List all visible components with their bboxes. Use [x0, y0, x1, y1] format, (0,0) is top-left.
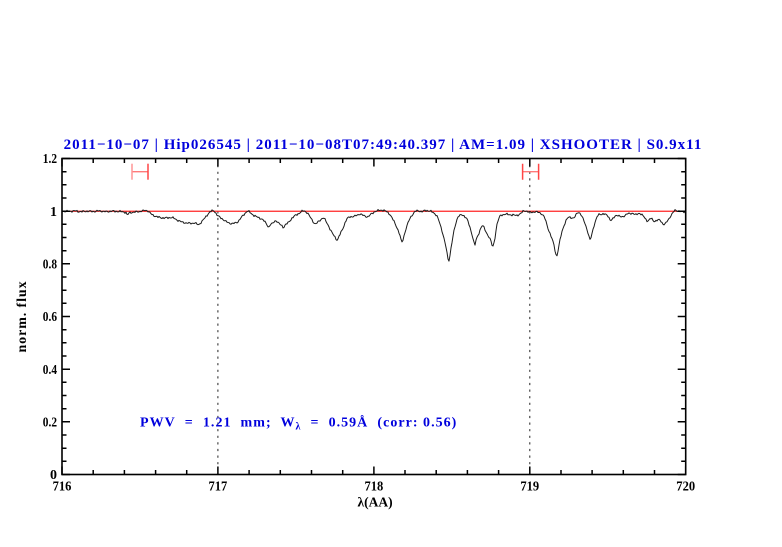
svg-text:0: 0	[50, 468, 57, 483]
svg-text:716: 716	[53, 480, 72, 495]
svg-text:0.4: 0.4	[43, 363, 57, 378]
svg-text:0.2: 0.2	[43, 416, 57, 431]
svg-text:norm. flux: norm. flux	[15, 281, 30, 353]
svg-text:1.2: 1.2	[43, 152, 57, 167]
svg-text:717: 717	[209, 480, 228, 495]
svg-text:720: 720	[676, 480, 695, 495]
svg-text:2011−10−07 | Hip026545 | 2011−: 2011−10−07 | Hip026545 | 2011−10−08T07:4…	[64, 137, 703, 153]
svg-text:719: 719	[520, 480, 539, 495]
svg-text:0.8: 0.8	[43, 258, 57, 273]
svg-text:λ(AA): λ(AA)	[357, 495, 392, 510]
svg-text:718: 718	[365, 480, 384, 495]
svg-text:0.6: 0.6	[43, 310, 57, 325]
svg-text:1: 1	[50, 205, 57, 220]
svg-text:PWV = 1.21 mm; Wλ = 0.59: PWV = 1.21 mm; Wλ = 0.59Å (corr: 0.56)	[140, 415, 457, 433]
